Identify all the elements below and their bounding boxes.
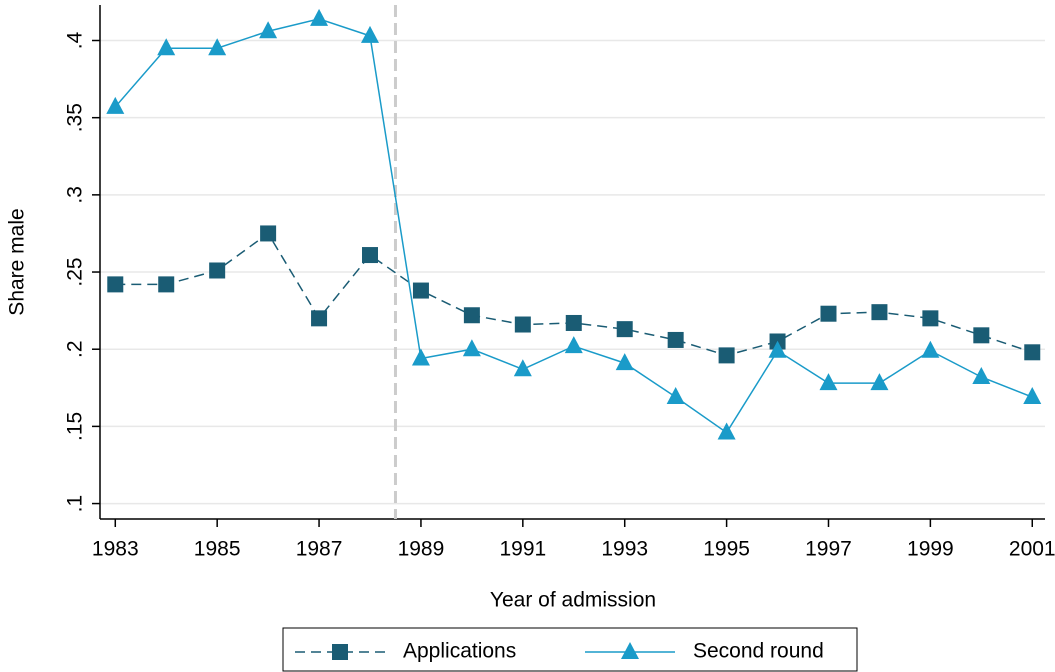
- point: [922, 310, 939, 327]
- x-tick-label: 1997: [805, 538, 852, 561]
- point: [1023, 387, 1042, 405]
- y-tick-label: .35: [64, 103, 87, 132]
- point: [411, 348, 430, 366]
- point: [565, 314, 582, 331]
- point: [157, 38, 176, 56]
- point: [362, 247, 378, 264]
- y-tick-label: .25: [64, 257, 87, 286]
- x-tick-label: 1999: [907, 538, 954, 561]
- y-tick-label: .15: [64, 412, 87, 441]
- x-tick-label: 1987: [296, 538, 343, 561]
- point: [106, 96, 125, 114]
- legend-box: [282, 627, 858, 672]
- point: [1024, 344, 1041, 361]
- point: [717, 422, 736, 440]
- x-tick-label: 1985: [194, 538, 241, 561]
- point: [361, 25, 379, 43]
- y-tick-label: .1: [64, 495, 87, 513]
- point: [513, 359, 532, 377]
- legend-label: Second round: [693, 640, 824, 663]
- point: [718, 347, 735, 364]
- y-tick-label: .2: [64, 340, 87, 358]
- point: [463, 307, 480, 324]
- point: [208, 38, 227, 56]
- x-tick-label: 1983: [92, 538, 139, 561]
- legend-marker: [621, 642, 639, 659]
- point: [412, 282, 429, 299]
- point: [462, 339, 481, 357]
- y-tick-label: .3: [64, 186, 87, 204]
- point: [616, 321, 633, 338]
- point: [311, 310, 328, 327]
- x-tick-label: 1993: [601, 538, 648, 561]
- x-tick-label: 1989: [398, 538, 445, 561]
- series-line: [114, 18, 1033, 434]
- point: [819, 373, 838, 391]
- point: [972, 366, 991, 384]
- point: [666, 387, 685, 405]
- point: [514, 316, 531, 333]
- x-axis-title: Year of admission: [490, 589, 656, 612]
- point: [921, 340, 940, 358]
- point: [871, 304, 888, 321]
- point: [564, 336, 583, 354]
- point: [310, 8, 329, 26]
- point: [768, 340, 787, 358]
- point: [870, 373, 889, 391]
- point: [259, 21, 278, 39]
- x-tick-label: 1995: [703, 538, 750, 561]
- legend-marker: [332, 644, 348, 660]
- legend-label: Applications: [403, 640, 516, 663]
- x-tick-label: 2001: [1009, 538, 1055, 561]
- y-tick-label: .4: [64, 31, 87, 49]
- point: [107, 276, 124, 293]
- point: [973, 327, 990, 344]
- point: [615, 353, 634, 371]
- y-axis-title: Share male: [6, 208, 29, 315]
- point: [209, 262, 226, 279]
- point: [667, 331, 684, 348]
- point: [158, 276, 175, 293]
- x-tick-label: 1991: [499, 538, 546, 561]
- point: [820, 305, 837, 322]
- point: [260, 225, 277, 242]
